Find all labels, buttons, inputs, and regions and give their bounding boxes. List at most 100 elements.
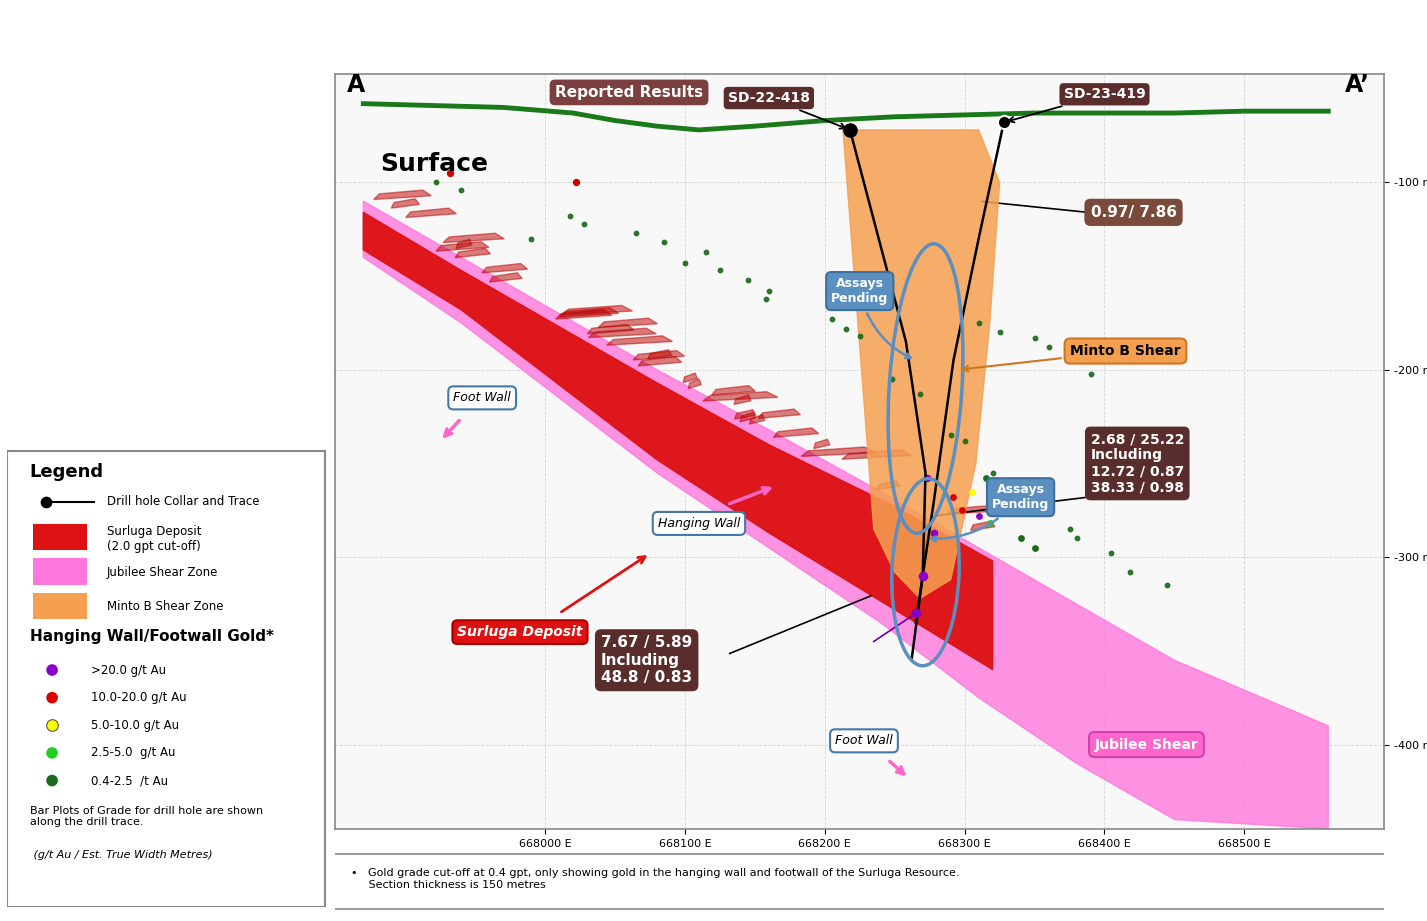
Point [821, 312, 843, 327]
Point [695, 244, 718, 259]
Point [736, 273, 759, 287]
Polygon shape [588, 324, 634, 334]
Text: (g/t Au / Est. True Width Metres): (g/t Au / Est. True Width Metres) [30, 849, 213, 859]
Point [438, 166, 461, 181]
Polygon shape [843, 130, 1000, 599]
Text: SD-23-419: SD-23-419 [1009, 87, 1146, 122]
Point [559, 209, 582, 224]
Point [939, 428, 962, 443]
Text: Hanging Wall/Footwall Gold*: Hanging Wall/Footwall Gold* [30, 629, 274, 644]
Point [979, 516, 1002, 530]
Point [450, 182, 472, 197]
Point [1020, 484, 1043, 499]
Polygon shape [374, 190, 431, 200]
Point [41, 773, 64, 787]
Point [625, 226, 648, 240]
Point [905, 606, 928, 621]
Text: Legend: Legend [30, 462, 104, 481]
Bar [33, 523, 87, 551]
Point [1023, 541, 1046, 555]
Polygon shape [442, 233, 504, 242]
Polygon shape [735, 410, 756, 419]
Point [755, 291, 778, 306]
Text: Hanging Wall: Hanging Wall [658, 517, 741, 530]
Polygon shape [562, 306, 632, 315]
Point [41, 691, 64, 705]
FancyBboxPatch shape [7, 451, 325, 907]
Text: Jubilee Shear: Jubilee Shear [1095, 738, 1199, 752]
Polygon shape [948, 505, 1012, 514]
Point [1006, 475, 1029, 490]
Polygon shape [405, 208, 457, 217]
Point [41, 718, 64, 733]
Text: •   Gold grade cut-off at 0.4 gpt, only showing gold in the hanging wall and foo: • Gold grade cut-off at 0.4 gpt, only sh… [351, 869, 959, 890]
Text: 2.5-5.0  g/t Au: 2.5-5.0 g/t Au [91, 746, 176, 760]
Point [975, 472, 997, 486]
Polygon shape [801, 447, 876, 457]
Polygon shape [970, 521, 995, 530]
Polygon shape [482, 263, 528, 273]
Bar [33, 558, 87, 585]
Polygon shape [588, 328, 656, 338]
Point [1023, 331, 1046, 345]
Text: 7.67 / 5.89
Including
48.8 / 0.83: 7.67 / 5.89 Including 48.8 / 0.83 [601, 635, 692, 685]
Point [835, 321, 858, 336]
Point [758, 284, 781, 298]
Point [849, 329, 872, 344]
Text: Bar Plots of Grade for drill hole are shown
along the drill trace.: Bar Plots of Grade for drill hole are sh… [30, 806, 263, 827]
Text: A: A [347, 73, 365, 97]
Point [992, 115, 1015, 130]
Point [916, 472, 939, 486]
Polygon shape [606, 336, 672, 345]
Bar [33, 593, 87, 619]
Polygon shape [773, 428, 819, 437]
Polygon shape [733, 395, 751, 404]
Polygon shape [739, 413, 755, 422]
Point [1079, 367, 1102, 381]
Polygon shape [842, 449, 912, 460]
Point [960, 484, 983, 499]
Point [1065, 531, 1087, 546]
Point [953, 434, 976, 449]
Text: Minto B Shear: Minto B Shear [963, 344, 1180, 371]
Point [565, 175, 588, 190]
Point [1009, 531, 1032, 546]
Text: Surluga Deposit
(2.0 gpt cut-off): Surluga Deposit (2.0 gpt cut-off) [107, 525, 201, 553]
Point [1100, 546, 1123, 561]
Polygon shape [559, 308, 619, 317]
Point [34, 495, 57, 509]
Point [968, 316, 990, 331]
Polygon shape [598, 318, 658, 328]
Point [880, 372, 903, 387]
Polygon shape [489, 273, 522, 282]
Text: 0.4-2.5  /t Au: 0.4-2.5 /t Au [91, 774, 168, 787]
Point [1037, 503, 1060, 518]
Text: Jubilee Shear Zone: Jubilee Shear Zone [107, 565, 218, 579]
Polygon shape [455, 249, 491, 258]
Polygon shape [435, 241, 489, 251]
Point [989, 325, 1012, 340]
Point [909, 387, 932, 402]
Text: 2.68 / 25.22
Including
12.72 / 0.87
38.33 / 0.98: 2.68 / 25.22 Including 12.72 / 0.87 38.3… [1090, 432, 1184, 495]
Polygon shape [391, 199, 420, 208]
Text: 10.0-20.0 g/t Au: 10.0-20.0 g/t Au [91, 691, 187, 705]
Text: Minto B Shear Zone: Minto B Shear Zone [107, 600, 223, 613]
Polygon shape [638, 356, 682, 366]
Point [572, 216, 595, 231]
Text: Foot Wall: Foot Wall [454, 391, 511, 404]
Point [968, 508, 990, 523]
Point [1059, 521, 1082, 536]
Point [425, 175, 448, 190]
FancyBboxPatch shape [330, 855, 1387, 909]
Polygon shape [648, 350, 672, 359]
Polygon shape [758, 409, 801, 418]
Point [1119, 565, 1142, 579]
Text: A’: A’ [1346, 73, 1370, 97]
Polygon shape [457, 239, 472, 249]
Text: Surluga Deposit: Surluga Deposit [457, 625, 582, 639]
Text: Assays
Pending: Assays Pending [831, 277, 910, 358]
Polygon shape [634, 351, 685, 360]
Polygon shape [555, 309, 612, 319]
Point [1059, 353, 1082, 367]
Point [839, 122, 862, 137]
